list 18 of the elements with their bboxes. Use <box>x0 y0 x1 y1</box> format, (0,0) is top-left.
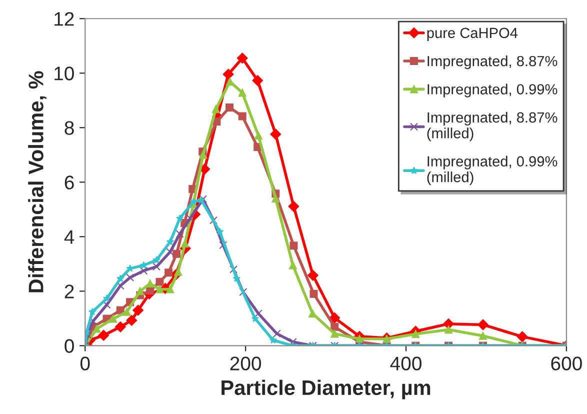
legend-label: Impregnated, 8.87% <box>428 56 558 70</box>
legend-label: pure CaHPO4 <box>427 28 518 41</box>
x-tick-label: 600 <box>551 356 582 370</box>
y-tick-label: 10 <box>54 66 74 80</box>
y-tick-label: 2 <box>64 284 74 298</box>
y-tick-label: 0 <box>64 339 74 353</box>
y-tick-label: 8 <box>64 121 74 135</box>
legend-label: Impregnated, 8.87% (milled) <box>427 112 558 142</box>
y-tick-label: 4 <box>64 230 74 244</box>
legend-label: Impregnated, 0.99% <box>428 84 558 98</box>
y-tick-label: 12 <box>54 12 74 26</box>
x-tick-label: 0 <box>80 356 90 370</box>
x-tick-label: 200 <box>230 356 262 370</box>
x-axis-title: Particle Diameter, µm <box>222 380 430 400</box>
y-axis-title: Differencial Volume, % <box>28 71 46 292</box>
y-tick-label: 6 <box>64 176 74 190</box>
legend-label: Impregnated, 0.99% (milled) <box>427 156 558 186</box>
x-tick-label: 400 <box>390 356 422 370</box>
